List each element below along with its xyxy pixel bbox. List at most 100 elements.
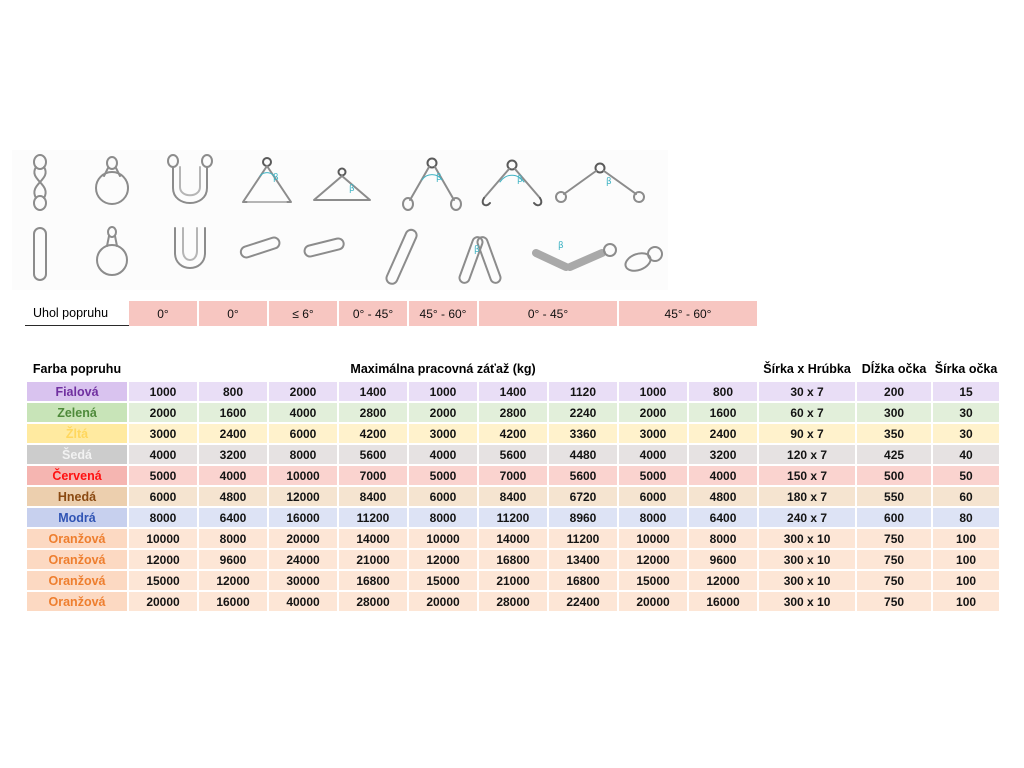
load-value: 4000 <box>689 466 758 485</box>
two-leg-sling-45-icon: β <box>402 157 462 211</box>
load-value: 1000 <box>129 382 197 401</box>
load-value: 1600 <box>689 403 758 422</box>
load-value: 15000 <box>129 571 197 590</box>
flat-loop-strap-icon <box>239 236 281 259</box>
load-value: 3000 <box>619 424 687 443</box>
load-value: 12000 <box>619 550 687 569</box>
load-value: 11200 <box>339 508 407 527</box>
sling-color-name: Oranžová <box>27 529 127 548</box>
eye-length-value: 750 <box>857 550 932 569</box>
load-value: 12000 <box>199 571 267 590</box>
eye-length-value: 600 <box>857 508 932 527</box>
load-value: 2240 <box>549 403 617 422</box>
load-value: 1000 <box>409 382 477 401</box>
table-row: Oranžová 15000 12000 30000 16800 15000 21000 16… <box>27 571 1000 590</box>
sling-color-name: Šedá <box>27 445 127 464</box>
width-thickness-value: 150 x 7 <box>759 466 856 485</box>
load-value: 1120 <box>549 382 617 401</box>
load-value: 14000 <box>339 529 407 548</box>
load-value: 16000 <box>199 592 267 611</box>
eye-ring-icon <box>624 246 663 272</box>
load-value: 3360 <box>549 424 617 443</box>
width-thickness-value: 60 x 7 <box>759 403 856 422</box>
load-value: 9600 <box>689 550 758 569</box>
load-value: 6000 <box>269 424 337 443</box>
sling-color-name: Žltá <box>27 424 127 443</box>
width-thickness-value: 300 x 10 <box>759 550 856 569</box>
load-value: 6400 <box>199 508 267 527</box>
load-value: 21000 <box>339 550 407 569</box>
load-value: 8000 <box>689 529 758 548</box>
width-thickness-value: 300 x 10 <box>759 529 856 548</box>
load-value: 7000 <box>339 466 407 485</box>
table-row: Žltá 3000 2400 6000 4200 3000 4200 3360 3000 2400… <box>27 424 1000 443</box>
load-value: 4200 <box>479 424 547 443</box>
choked-loop-sling-icon <box>95 156 129 205</box>
load-value: 5000 <box>409 466 477 485</box>
sling-color-name: Fialová <box>27 382 127 401</box>
load-value: 12000 <box>129 550 197 569</box>
load-value: 5600 <box>479 445 547 464</box>
width-thickness-value: 240 x 7 <box>759 508 856 527</box>
two-leg-sling-60-icon: β <box>481 159 543 207</box>
load-value: 1400 <box>479 382 547 401</box>
load-value: 12000 <box>409 550 477 569</box>
load-value: 4000 <box>409 445 477 464</box>
eye-width-value: 60 <box>933 487 1000 506</box>
load-value: 4800 <box>689 487 758 506</box>
eye-width-value: 80 <box>933 508 1000 527</box>
sling-diagrams-svg: β β β β <box>33 154 663 285</box>
eye-length-value: 750 <box>857 592 932 611</box>
load-value: 4480 <box>549 445 617 464</box>
angle-value-cell: 0° <box>129 301 197 326</box>
sling-color-name: Zelená <box>27 403 127 422</box>
load-value: 2000 <box>409 403 477 422</box>
table-row: Fialová 1000 800 2000 1400 1000 1400 1120 1000 80… <box>27 382 1000 401</box>
load-value: 9600 <box>199 550 267 569</box>
load-value: 20000 <box>409 592 477 611</box>
table-row: Oranžová 20000 16000 40000 28000 20000 28000 22… <box>27 592 1000 611</box>
load-value: 6000 <box>619 487 687 506</box>
basket-hitch-sling-icon <box>167 154 213 204</box>
load-value: 800 <box>689 382 758 401</box>
angle-value-cell: 0° <box>199 301 267 326</box>
load-value: 16800 <box>479 550 547 569</box>
eye-width-value: 100 <box>933 550 1000 569</box>
load-value: 4200 <box>339 424 407 443</box>
sling-color-name: Oranžová <box>27 550 127 569</box>
load-value: 20000 <box>269 529 337 548</box>
sling-color-name: Modrá <box>27 508 127 527</box>
load-value: 5600 <box>549 466 617 485</box>
load-value: 8000 <box>409 508 477 527</box>
load-value: 6400 <box>689 508 758 527</box>
width-thickness-value: 300 x 10 <box>759 592 856 611</box>
beta-angle-label: β <box>436 173 442 183</box>
eye-width-value: 40 <box>933 445 1000 464</box>
table-row: Oranžová 10000 8000 20000 14000 10000 14000 112… <box>27 529 1000 548</box>
load-value: 16000 <box>269 508 337 527</box>
beta-angle-label: β <box>558 241 564 251</box>
shallow-strap-pair-icon: β <box>532 241 617 271</box>
load-value: 10000 <box>409 529 477 548</box>
load-value: 8000 <box>619 508 687 527</box>
load-value: 10000 <box>619 529 687 548</box>
load-value: 1000 <box>619 382 687 401</box>
load-value: 2000 <box>619 403 687 422</box>
vertical-strap-icon <box>33 227 47 281</box>
load-value: 13400 <box>549 550 617 569</box>
load-value: 15000 <box>409 571 477 590</box>
header-max-load: Maximálna pracovná záťaž (kg) <box>129 358 758 380</box>
load-value: 11200 <box>479 508 547 527</box>
load-value: 16800 <box>549 571 617 590</box>
width-thickness-value: 90 x 7 <box>759 424 856 443</box>
load-value: 3000 <box>129 424 197 443</box>
u-strap-icon <box>174 227 206 269</box>
eye-width-value: 50 <box>933 466 1000 485</box>
eye-width-value: 30 <box>933 403 1000 422</box>
load-value: 8000 <box>199 529 267 548</box>
load-value: 2000 <box>129 403 197 422</box>
width-thickness-value: 300 x 10 <box>759 571 856 590</box>
load-value: 2400 <box>199 424 267 443</box>
load-value: 4000 <box>619 445 687 464</box>
load-value: 8400 <box>339 487 407 506</box>
